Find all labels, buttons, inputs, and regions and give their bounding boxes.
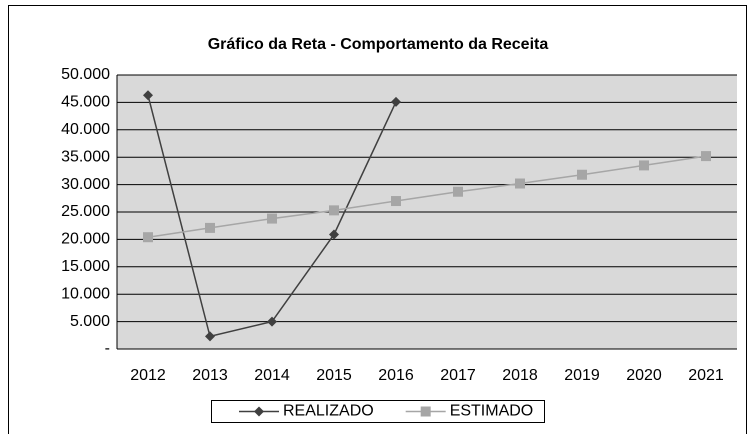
legend-label: REALIZADO — [283, 403, 374, 420]
y-tick-label: 5.000 — [70, 313, 110, 330]
data-point — [577, 169, 587, 180]
y-tick-label: 50.000 — [61, 66, 110, 83]
y-tick-label: 40.000 — [61, 121, 110, 138]
x-tick-label: 2016 — [378, 367, 414, 384]
data-point — [143, 90, 153, 101]
x-tick-label: 2012 — [130, 367, 166, 384]
data-point — [391, 96, 401, 107]
chart-title: Gráfico da Reta - Comportamento da Recei… — [208, 36, 549, 53]
y-tick-label: - — [105, 340, 110, 357]
data-point — [391, 196, 401, 207]
x-tick-label: 2014 — [254, 367, 290, 384]
data-point — [267, 316, 277, 327]
y-tick-label: 20.000 — [61, 231, 110, 248]
legend-box — [211, 400, 545, 423]
x-tick-label: 2015 — [316, 367, 352, 384]
x-tick-label: 2018 — [502, 367, 538, 384]
data-point — [205, 222, 215, 233]
legend-marker — [420, 406, 431, 417]
y-tick-label: 15.000 — [61, 258, 110, 275]
data-point — [515, 178, 525, 189]
x-tick-label: 2020 — [626, 367, 662, 384]
series-line — [147, 155, 707, 238]
y-tick-label: 10.000 — [61, 285, 110, 302]
data-point — [453, 186, 463, 197]
legend-marker — [254, 406, 264, 417]
x-tick-label: 2021 — [688, 367, 724, 384]
legend-label: ESTIMADO — [450, 403, 534, 420]
data-point — [701, 151, 711, 162]
x-tick-label: 2013 — [192, 367, 228, 384]
data-point — [329, 229, 339, 240]
x-tick-label: 2019 — [564, 367, 600, 384]
data-point — [267, 213, 277, 224]
data-point — [143, 232, 153, 243]
y-tick-label: 30.000 — [61, 176, 110, 193]
data-point — [205, 331, 215, 342]
y-tick-label: 35.000 — [61, 148, 110, 165]
y-tick-label: 45.000 — [61, 94, 110, 111]
y-tick-label: 25.000 — [61, 203, 110, 220]
x-tick-label: 2017 — [440, 367, 476, 384]
data-point — [329, 205, 339, 216]
data-point — [639, 160, 649, 171]
